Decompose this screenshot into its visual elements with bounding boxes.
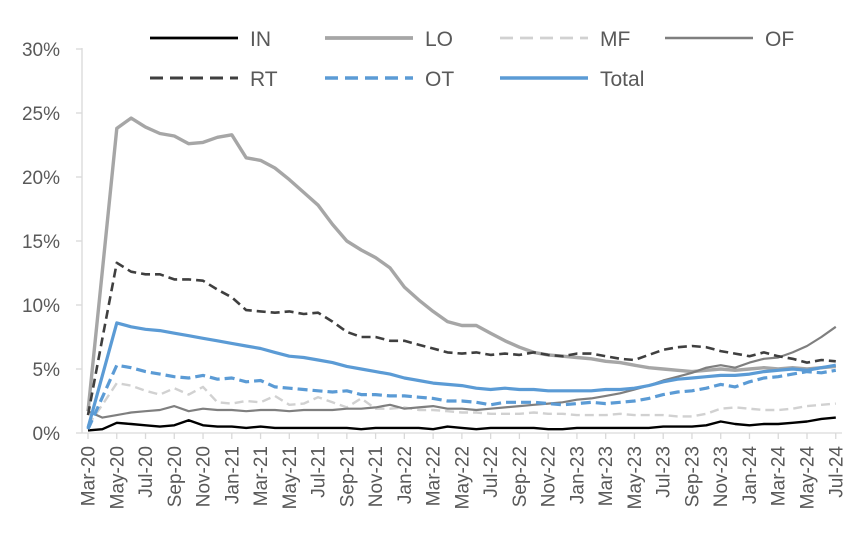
series-line-ot xyxy=(86,363,837,430)
series-line-rt xyxy=(86,261,836,416)
x-axis-label: Sep-23 xyxy=(682,446,703,507)
x-axis-label: May-24 xyxy=(798,446,819,510)
legend-item-of: OF xyxy=(665,28,794,51)
x-axis-label: Nov-22 xyxy=(539,446,560,507)
x-axis-label: May-20 xyxy=(107,446,128,509)
legend-item-total: Total xyxy=(500,68,644,91)
x-axis-label: Mar-22 xyxy=(424,446,445,506)
x-axis-label: Sep-20 xyxy=(165,446,186,507)
legend-item-ot: OT xyxy=(325,68,454,91)
series-line-in xyxy=(87,416,836,432)
series-line-of xyxy=(87,325,837,419)
x-axis-label: Jul-24 xyxy=(826,446,847,498)
x-axis-label: Nov-21 xyxy=(366,446,387,507)
x-axis-label: May-23 xyxy=(625,446,646,509)
y-axis-label: 5% xyxy=(33,360,61,381)
x-axis-label: Nov-23 xyxy=(711,446,732,507)
x-axis-label: Jul-21 xyxy=(309,446,330,498)
legend-item-rt: RT xyxy=(150,68,278,91)
y-axis-label: 25% xyxy=(22,104,60,125)
y-axis-label: 0% xyxy=(33,424,61,445)
x-axis-label: Sep-21 xyxy=(337,446,358,507)
x-axis-label: May-21 xyxy=(280,446,301,509)
x-axis-label: Jul-23 xyxy=(654,446,675,498)
y-axis-label: 20% xyxy=(22,168,60,189)
legend-label-of: OF xyxy=(765,28,794,51)
legend-label-rt: RT xyxy=(250,68,278,91)
legend-label-ot: OT xyxy=(425,68,454,91)
x-axis-label: Jan-22 xyxy=(395,446,416,504)
x-axis-label: Jul-22 xyxy=(481,446,502,498)
x-axis-label: Mar-20 xyxy=(79,446,100,506)
x-axis-label: Mar-24 xyxy=(769,446,790,507)
series-line-total xyxy=(86,321,837,429)
x-axis-label: Sep-22 xyxy=(510,446,531,507)
legend-label-total: Total xyxy=(600,68,644,91)
x-axis-label: May-22 xyxy=(452,446,473,509)
series-line-mf xyxy=(87,381,836,426)
x-axis-label: Jan-24 xyxy=(740,446,761,505)
x-axis-label: Jan-21 xyxy=(222,446,243,504)
legend-item-lo: LO xyxy=(325,28,453,51)
y-axis-label: 10% xyxy=(22,296,60,317)
legend-label-in: IN xyxy=(250,28,271,51)
legend-label-mf: MF xyxy=(600,28,630,51)
legend-item-in: IN xyxy=(150,28,271,51)
x-axis-label: Jul-20 xyxy=(136,446,157,498)
y-axis-label: 30% xyxy=(22,40,60,61)
legend-label-lo: LO xyxy=(425,28,453,51)
x-axis-label: Mar-23 xyxy=(596,446,617,506)
y-axis-label: 15% xyxy=(22,232,60,253)
x-axis-label: Mar-21 xyxy=(251,446,272,506)
series-line-lo xyxy=(86,116,836,412)
x-axis-label: Jan-23 xyxy=(567,446,588,504)
legend-item-mf: MF xyxy=(500,28,630,51)
x-axis-label: Nov-20 xyxy=(194,446,215,507)
